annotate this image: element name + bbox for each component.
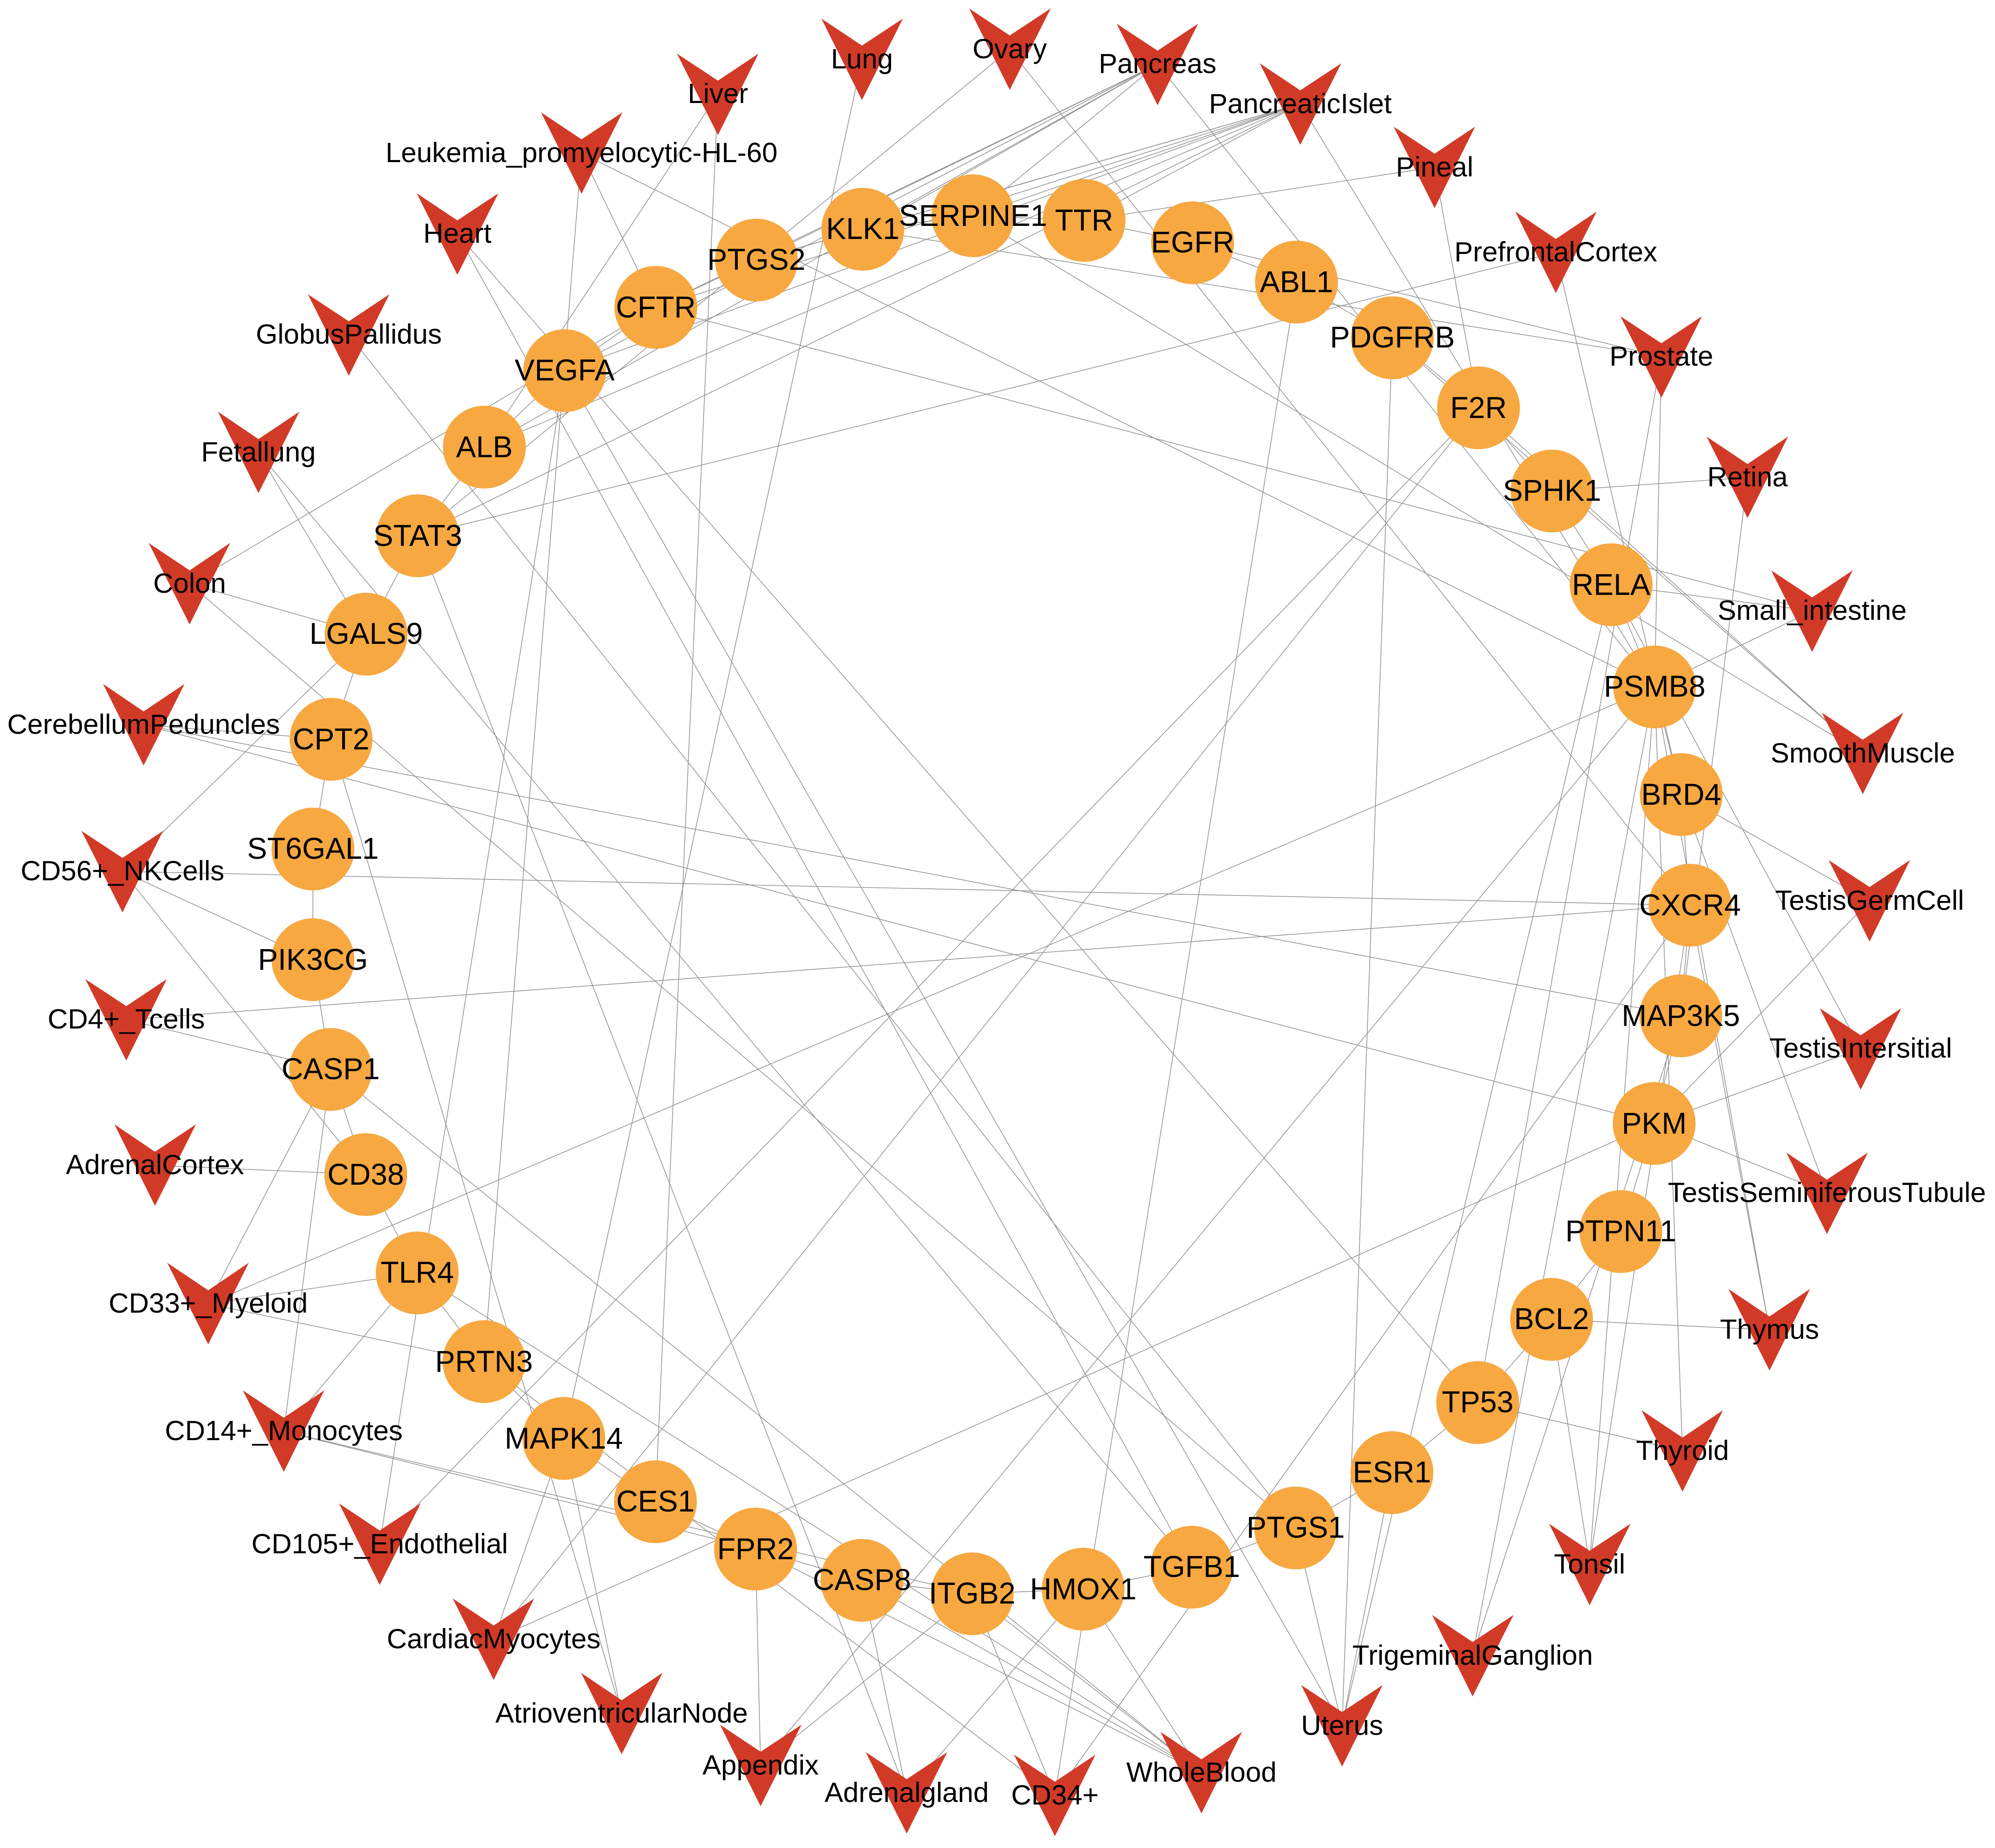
svg-text:CASP1: CASP1	[282, 1053, 380, 1086]
svg-text:SPHK1: SPHK1	[1503, 474, 1601, 507]
svg-text:FPR2: FPR2	[717, 1533, 794, 1566]
svg-text:TestisGermCell: TestisGermCell	[1775, 885, 1964, 916]
svg-text:TGFB1: TGFB1	[1144, 1550, 1240, 1584]
svg-text:HMOX1: HMOX1	[1030, 1573, 1137, 1606]
svg-text:Retina: Retina	[1707, 461, 1788, 492]
svg-text:Thyroid: Thyroid	[1636, 1435, 1729, 1466]
svg-text:TrigeminalGanglion: TrigeminalGanglion	[1352, 1639, 1593, 1671]
svg-text:KLK1: KLK1	[826, 212, 900, 246]
svg-text:TestisSeminiferousTubule: TestisSeminiferousTubule	[1668, 1177, 1986, 1208]
svg-text:ALB: ALB	[456, 431, 513, 464]
svg-text:CPT2: CPT2	[293, 723, 370, 756]
svg-text:CD33+_Myeloid: CD33+_Myeloid	[109, 1287, 307, 1319]
svg-text:ABL1: ABL1	[1260, 266, 1333, 299]
svg-text:Adrenalgland: Adrenalgland	[825, 1777, 989, 1808]
svg-text:RELA: RELA	[1572, 568, 1650, 602]
svg-text:CD105+_Endothelial: CD105+_Endothelial	[251, 1528, 508, 1559]
svg-text:PTPN11: PTPN11	[1565, 1215, 1676, 1248]
svg-text:SERPINE1: SERPINE1	[899, 199, 1047, 233]
svg-text:CD38: CD38	[327, 1158, 404, 1191]
svg-text:AdrenalCortex: AdrenalCortex	[66, 1149, 244, 1180]
svg-text:PancreaticIslet: PancreaticIslet	[1209, 88, 1392, 119]
svg-text:MAP3K5: MAP3K5	[1622, 999, 1740, 1033]
svg-text:WholeBlood: WholeBlood	[1126, 1756, 1277, 1788]
svg-text:Heart: Heart	[423, 217, 491, 249]
svg-text:PRTN3: PRTN3	[435, 1345, 533, 1379]
svg-text:Lung: Lung	[831, 43, 893, 74]
svg-text:TP53: TP53	[1442, 1386, 1514, 1419]
svg-text:ST6GAL1: ST6GAL1	[247, 832, 379, 866]
svg-text:CD56+_NKCells: CD56+_NKCells	[21, 855, 224, 886]
svg-text:LGALS9: LGALS9	[310, 617, 423, 651]
svg-text:Appendix: Appendix	[702, 1749, 818, 1780]
svg-text:AtrioventricularNode: AtrioventricularNode	[495, 1697, 748, 1729]
svg-text:TestisIntersitial: TestisIntersitial	[1769, 1032, 1952, 1064]
svg-text:PTGS1: PTGS1	[1247, 1511, 1345, 1544]
svg-text:PDGFRB: PDGFRB	[1330, 321, 1455, 354]
svg-text:Tonsil: Tonsil	[1554, 1548, 1625, 1579]
svg-text:MAPK14: MAPK14	[505, 1422, 623, 1455]
svg-text:CES1: CES1	[616, 1485, 694, 1518]
svg-text:SmoothMuscle: SmoothMuscle	[1771, 737, 1955, 768]
svg-text:CerebellumPeduncles: CerebellumPeduncles	[7, 708, 280, 740]
svg-text:PrefrontalCortex: PrefrontalCortex	[1454, 236, 1658, 267]
svg-text:F2R: F2R	[1450, 391, 1507, 425]
svg-text:Fetallung: Fetallung	[201, 436, 316, 467]
svg-text:BRD4: BRD4	[1641, 778, 1721, 811]
svg-text:GlobusPallidus: GlobusPallidus	[256, 318, 442, 350]
svg-text:VEGFA: VEGFA	[515, 354, 615, 387]
svg-text:CFTR: CFTR	[616, 291, 696, 324]
svg-text:CardiacMyocytes: CardiacMyocytes	[387, 1623, 601, 1654]
svg-text:CD14+_Monocytes: CD14+_Monocytes	[165, 1415, 402, 1446]
svg-text:TLR4: TLR4	[381, 1256, 454, 1289]
svg-text:Prostate: Prostate	[1609, 340, 1713, 372]
svg-text:CASP8: CASP8	[813, 1563, 911, 1597]
svg-text:Leukemia_promyelocytic-HL-60: Leukemia_promyelocytic-HL-60	[386, 137, 777, 168]
svg-text:EGFR: EGFR	[1151, 226, 1234, 259]
svg-text:ESR1: ESR1	[1353, 1456, 1431, 1489]
svg-text:Thymus: Thymus	[1720, 1313, 1819, 1345]
svg-text:Pancreas: Pancreas	[1099, 48, 1217, 79]
svg-text:Pineal: Pineal	[1396, 151, 1473, 182]
svg-text:BCL2: BCL2	[1514, 1303, 1589, 1336]
svg-text:PIK3CG: PIK3CG	[258, 943, 368, 977]
svg-text:PTGS2: PTGS2	[707, 243, 806, 277]
svg-text:Ovary: Ovary	[973, 33, 1047, 64]
svg-text:Colon: Colon	[153, 567, 226, 599]
svg-text:Liver: Liver	[688, 78, 748, 109]
svg-text:TTR: TTR	[1055, 204, 1113, 237]
svg-text:STAT3: STAT3	[373, 519, 462, 553]
svg-text:ITGB2: ITGB2	[929, 1577, 1015, 1610]
svg-text:CD4+_Tcells: CD4+_Tcells	[48, 1003, 205, 1034]
svg-text:PSMB8: PSMB8	[1604, 670, 1706, 703]
svg-text:CXCR4: CXCR4	[1639, 889, 1741, 922]
svg-text:PKM: PKM	[1622, 1107, 1687, 1140]
svg-text:Small_intestine: Small_intestine	[1718, 594, 1907, 626]
svg-text:Uterus: Uterus	[1301, 1710, 1383, 1741]
svg-text:CD34+: CD34+	[1011, 1779, 1098, 1810]
